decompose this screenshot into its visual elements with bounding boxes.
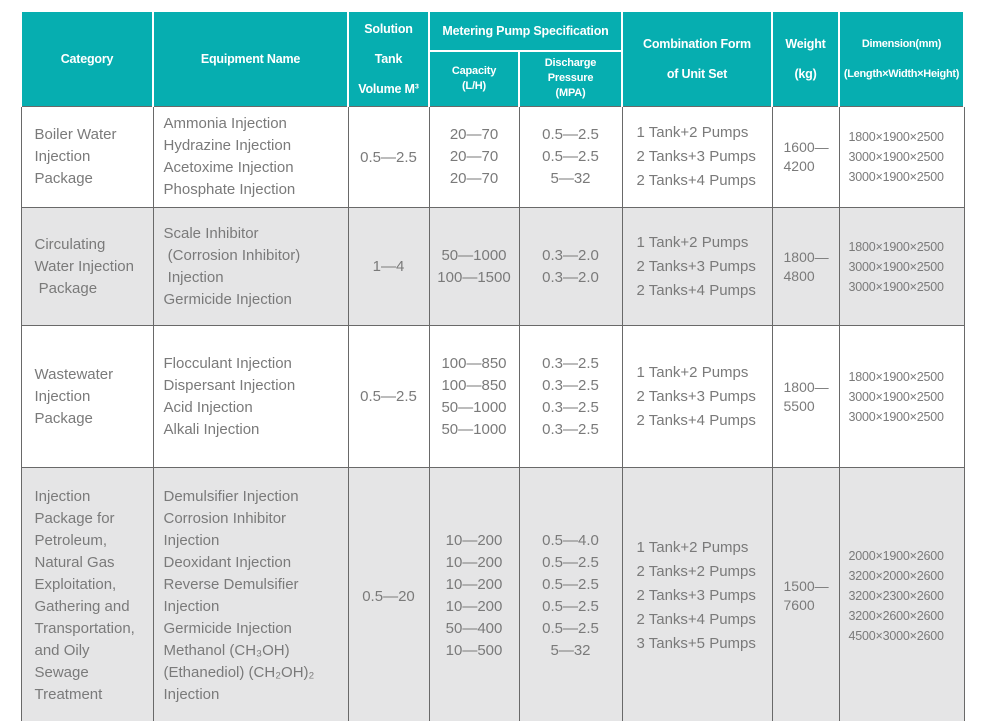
header-category: Category: [20, 10, 154, 107]
weight-cell: 1800— 4800: [771, 207, 840, 326]
dimension-cell: 1800×1900×2500 3000×1900×2500 3000×1900×…: [838, 207, 965, 326]
header-metering-pump-spec: Metering Pump Specification: [428, 10, 623, 51]
table-row-petroleum: Injection Package for Petroleum, Natural…: [20, 467, 965, 721]
header-solution-tank-label: Solution Tank Volume M³: [358, 22, 419, 96]
header-equipment-name: Equipment Name: [152, 10, 349, 107]
weight-cell: 1600— 4200: [771, 106, 840, 208]
combination-cell: 1 Tank+2 Pumps 2 Tanks+2 Pumps 2 Tanks+3…: [621, 467, 773, 721]
tank-volume-cell: 0.5—20: [347, 467, 430, 721]
combination-cell: 1 Tank+2 Pumps 2 Tanks+3 Pumps 2 Tanks+4…: [621, 207, 773, 326]
category-cell: Boiler Water Injection Package: [20, 106, 154, 208]
header-category-label: Category: [60, 52, 114, 66]
weight-cell: 1800— 5500: [771, 325, 840, 468]
header-capacity: Capacity (L/H): [428, 49, 520, 107]
equipment-spec-table: Category Equipment Name Solution Tank Vo…: [20, 10, 965, 721]
dimension-cell: 2000×1900×2600 3200×2000×2600 3200×2300×…: [838, 467, 965, 721]
discharge-pressure-cell: 0.5—4.0 0.5—2.5 0.5—2.5 0.5—2.5 0.5—2.5 …: [518, 467, 623, 721]
dimension-cell: 1800×1900×2500 3000×1900×2500 3000×1900×…: [838, 325, 965, 468]
table-row-wastewater: Wastewater Injection Package Flocculant …: [20, 325, 965, 468]
header-weight-label: Weight (kg): [785, 37, 826, 81]
header-equipment-label: Equipment Name: [200, 52, 301, 66]
header-dimension-label: Dimension(mm) (Length×Width×Height): [843, 38, 960, 80]
dimension-cell: 1800×1900×2500 3000×1900×2500 3000×1900×…: [838, 106, 965, 208]
weight-cell: 1500— 7600: [771, 467, 840, 721]
category-cell: Injection Package for Petroleum, Natural…: [20, 467, 154, 721]
header-combination-label: Combination Form of Unit Set: [643, 37, 751, 81]
table-row-circulating-water: Circulating Water Injection Package Scal…: [20, 207, 965, 326]
discharge-pressure-cell: 0.3—2.5 0.3—2.5 0.3—2.5 0.3—2.5: [518, 325, 623, 468]
capacity-cell: 20—70 20—70 20—70: [428, 106, 520, 208]
header-dimension: Dimension(mm) (Length×Width×Height): [838, 10, 965, 107]
capacity-cell: 10—200 10—200 10—200 10—200 50—400 10—50…: [428, 467, 520, 721]
header-metering-label: Metering Pump Specification: [442, 23, 609, 38]
equipment-cell: Demulsifier Injection Corrosion Inhibito…: [152, 467, 349, 721]
tank-volume-cell: 0.5—2.5: [347, 325, 430, 468]
header-weight: Weight (kg): [771, 10, 840, 107]
header-solution-tank-volume: Solution Tank Volume M³: [347, 10, 430, 107]
capacity-cell: 100—850 100—850 50—1000 50—1000: [428, 325, 520, 468]
equipment-cell: Scale Inhibitor (Corrosion Inhibitor) In…: [152, 207, 349, 326]
header-capacity-label: Capacity (L/H): [451, 64, 497, 92]
category-cell: Wastewater Injection Package: [20, 325, 154, 468]
combination-cell: 1 Tank+2 Pumps 2 Tanks+3 Pumps 2 Tanks+4…: [621, 325, 773, 468]
equipment-cell: Ammonia Injection Hydrazine Injection Ac…: [152, 106, 349, 208]
table-body: Boiler Water Injection Package Ammonia I…: [20, 106, 965, 721]
header-discharge-label: Discharge Pressure (MPA): [544, 57, 597, 100]
header-combination-form: Combination Form of Unit Set: [621, 10, 773, 107]
tank-volume-cell: 0.5—2.5: [347, 106, 430, 208]
capacity-cell: 50—1000 100—1500: [428, 207, 520, 326]
table-row-boiler-water: Boiler Water Injection Package Ammonia I…: [20, 106, 965, 208]
equipment-cell: Flocculant Injection Dispersant Injectio…: [152, 325, 349, 468]
discharge-pressure-cell: 0.3—2.0 0.3—2.0: [518, 207, 623, 326]
combination-cell: 1 Tank+2 Pumps 2 Tanks+3 Pumps 2 Tanks+4…: [621, 106, 773, 208]
tank-volume-cell: 1—4: [347, 207, 430, 326]
category-cell: Circulating Water Injection Package: [20, 207, 154, 326]
table-header: Category Equipment Name Solution Tank Vo…: [20, 10, 965, 107]
header-discharge-pressure: Discharge Pressure (MPA): [518, 49, 623, 107]
discharge-pressure-cell: 0.5—2.5 0.5—2.5 5—32: [518, 106, 623, 208]
